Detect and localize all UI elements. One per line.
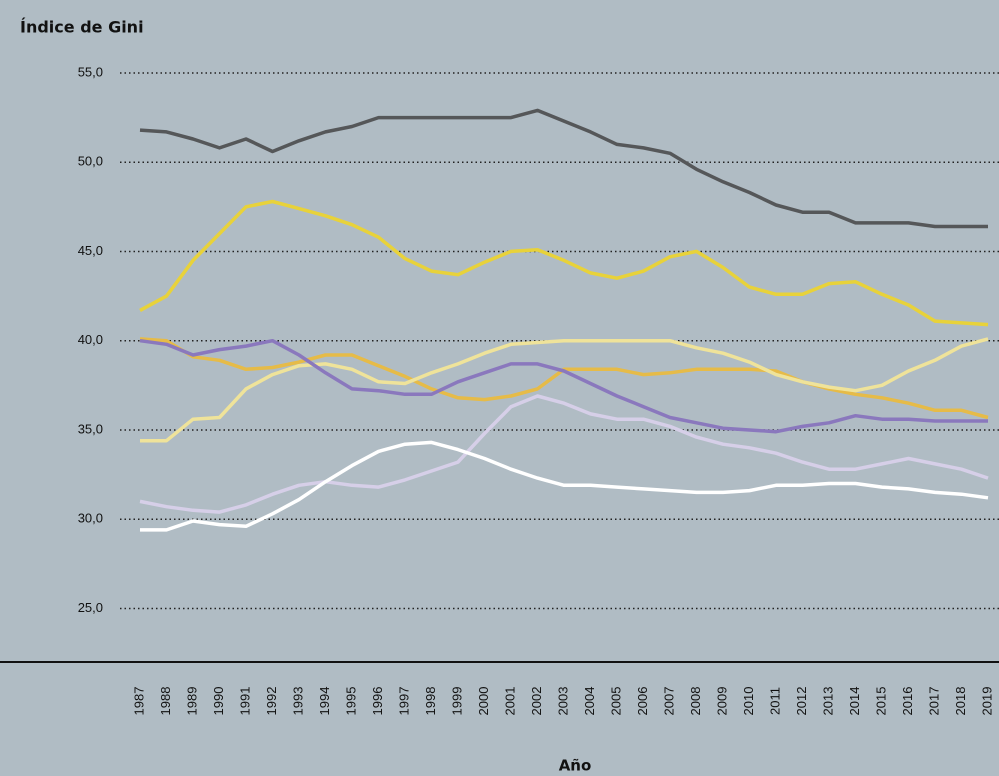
x-tick-label: 1996 [370,687,385,716]
series-line [139,108,988,229]
x-tick-label: 2011 [767,687,782,715]
x-tick-label: 2005 [608,687,623,716]
x-tick-label: 2007 [661,687,676,716]
x-tick-label: 1995 [343,687,358,716]
chart-title: Índice de Gini [20,18,144,37]
x-tick-label: 2016 [900,687,915,716]
y-tick-label: 50,0 [78,154,103,169]
series-line [139,394,989,514]
x-tick-label: 1987 [131,687,146,716]
x-tick-label: 2015 [873,687,888,716]
x-tick-label: 2014 [847,687,862,716]
x-tick-label: 1999 [449,687,464,716]
x-tick-label: 2002 [529,687,544,716]
x-tick-label: 2004 [582,687,597,716]
x-tick-label: 2003 [555,687,570,716]
x-tick-label: 1993 [290,687,305,716]
series-line [139,338,988,434]
x-tick-label: 2012 [794,687,809,716]
x-tick-label: 1992 [264,687,279,716]
x-tick-label: 2013 [820,687,835,716]
y-tick-label: 25,0 [78,600,103,615]
x-tick-label: 1997 [396,687,411,716]
x-tick-label: 2009 [714,687,729,716]
y-tick-label: 40,0 [78,332,103,347]
y-tick-label: 30,0 [78,511,103,526]
x-tick-label: 1998 [423,687,438,716]
x-tick-label: 1991 [237,687,252,716]
series-line [139,199,989,327]
y-tick-label: 45,0 [78,243,103,258]
x-tick-label: 2000 [476,687,491,716]
x-tick-label: 2008 [688,687,703,716]
y-tick-label: 55,0 [78,64,103,79]
x-tick-label: 2017 [926,687,941,716]
y-tick-label: 35,0 [78,421,103,436]
x-tick-label: 2018 [953,687,968,716]
x-tick-label: 1994 [317,687,332,716]
x-tick-label: 1989 [184,687,199,716]
x-tick-label: 1988 [158,687,173,716]
x-tick-label: 1990 [211,687,226,716]
series-line [140,337,989,443]
x-axis-title: Año [559,757,592,775]
x-tick-label: 2006 [635,687,650,716]
x-tick-label: 2010 [741,687,756,716]
series-line [140,440,989,532]
x-tick-label: 2001 [502,687,517,716]
x-tick-label: 2019 [979,687,994,716]
